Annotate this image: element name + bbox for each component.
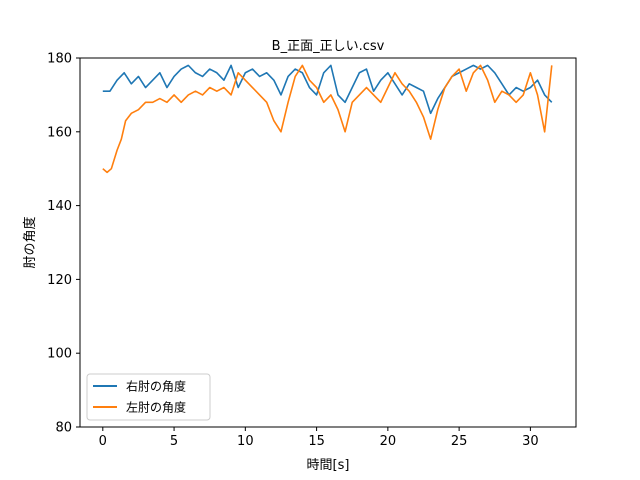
x-tick-label: 20 (380, 434, 397, 449)
y-tick-label: 180 (47, 52, 72, 67)
x-tick-label: 15 (308, 434, 325, 449)
series-line-1 (102, 64, 553, 115)
x-axis-label: 時間[s] (307, 458, 350, 473)
y-tick-label: 100 (47, 347, 72, 362)
series-line-2 (102, 64, 553, 174)
y-axis-label: 肘の角度 (22, 216, 38, 268)
axes-frame (79, 57, 577, 428)
legend-label-2: 左肘の角度 (126, 400, 186, 415)
y-tick-label: 80 (55, 421, 72, 436)
legend-label-1: 右肘の角度 (126, 379, 186, 394)
x-tick-label: 25 (451, 434, 468, 449)
y-tick-label: 120 (47, 273, 72, 288)
legend-box (86, 373, 211, 421)
y-tick-label: 160 (47, 125, 72, 140)
y-tick-label: 140 (47, 199, 72, 214)
x-tick-label: 10 (237, 434, 254, 449)
x-tick-label: 30 (522, 434, 539, 449)
x-tick-label: 5 (170, 434, 178, 449)
chart-title: B_正面_正しい.csv (272, 39, 385, 54)
x-tick-label: 0 (99, 434, 107, 449)
